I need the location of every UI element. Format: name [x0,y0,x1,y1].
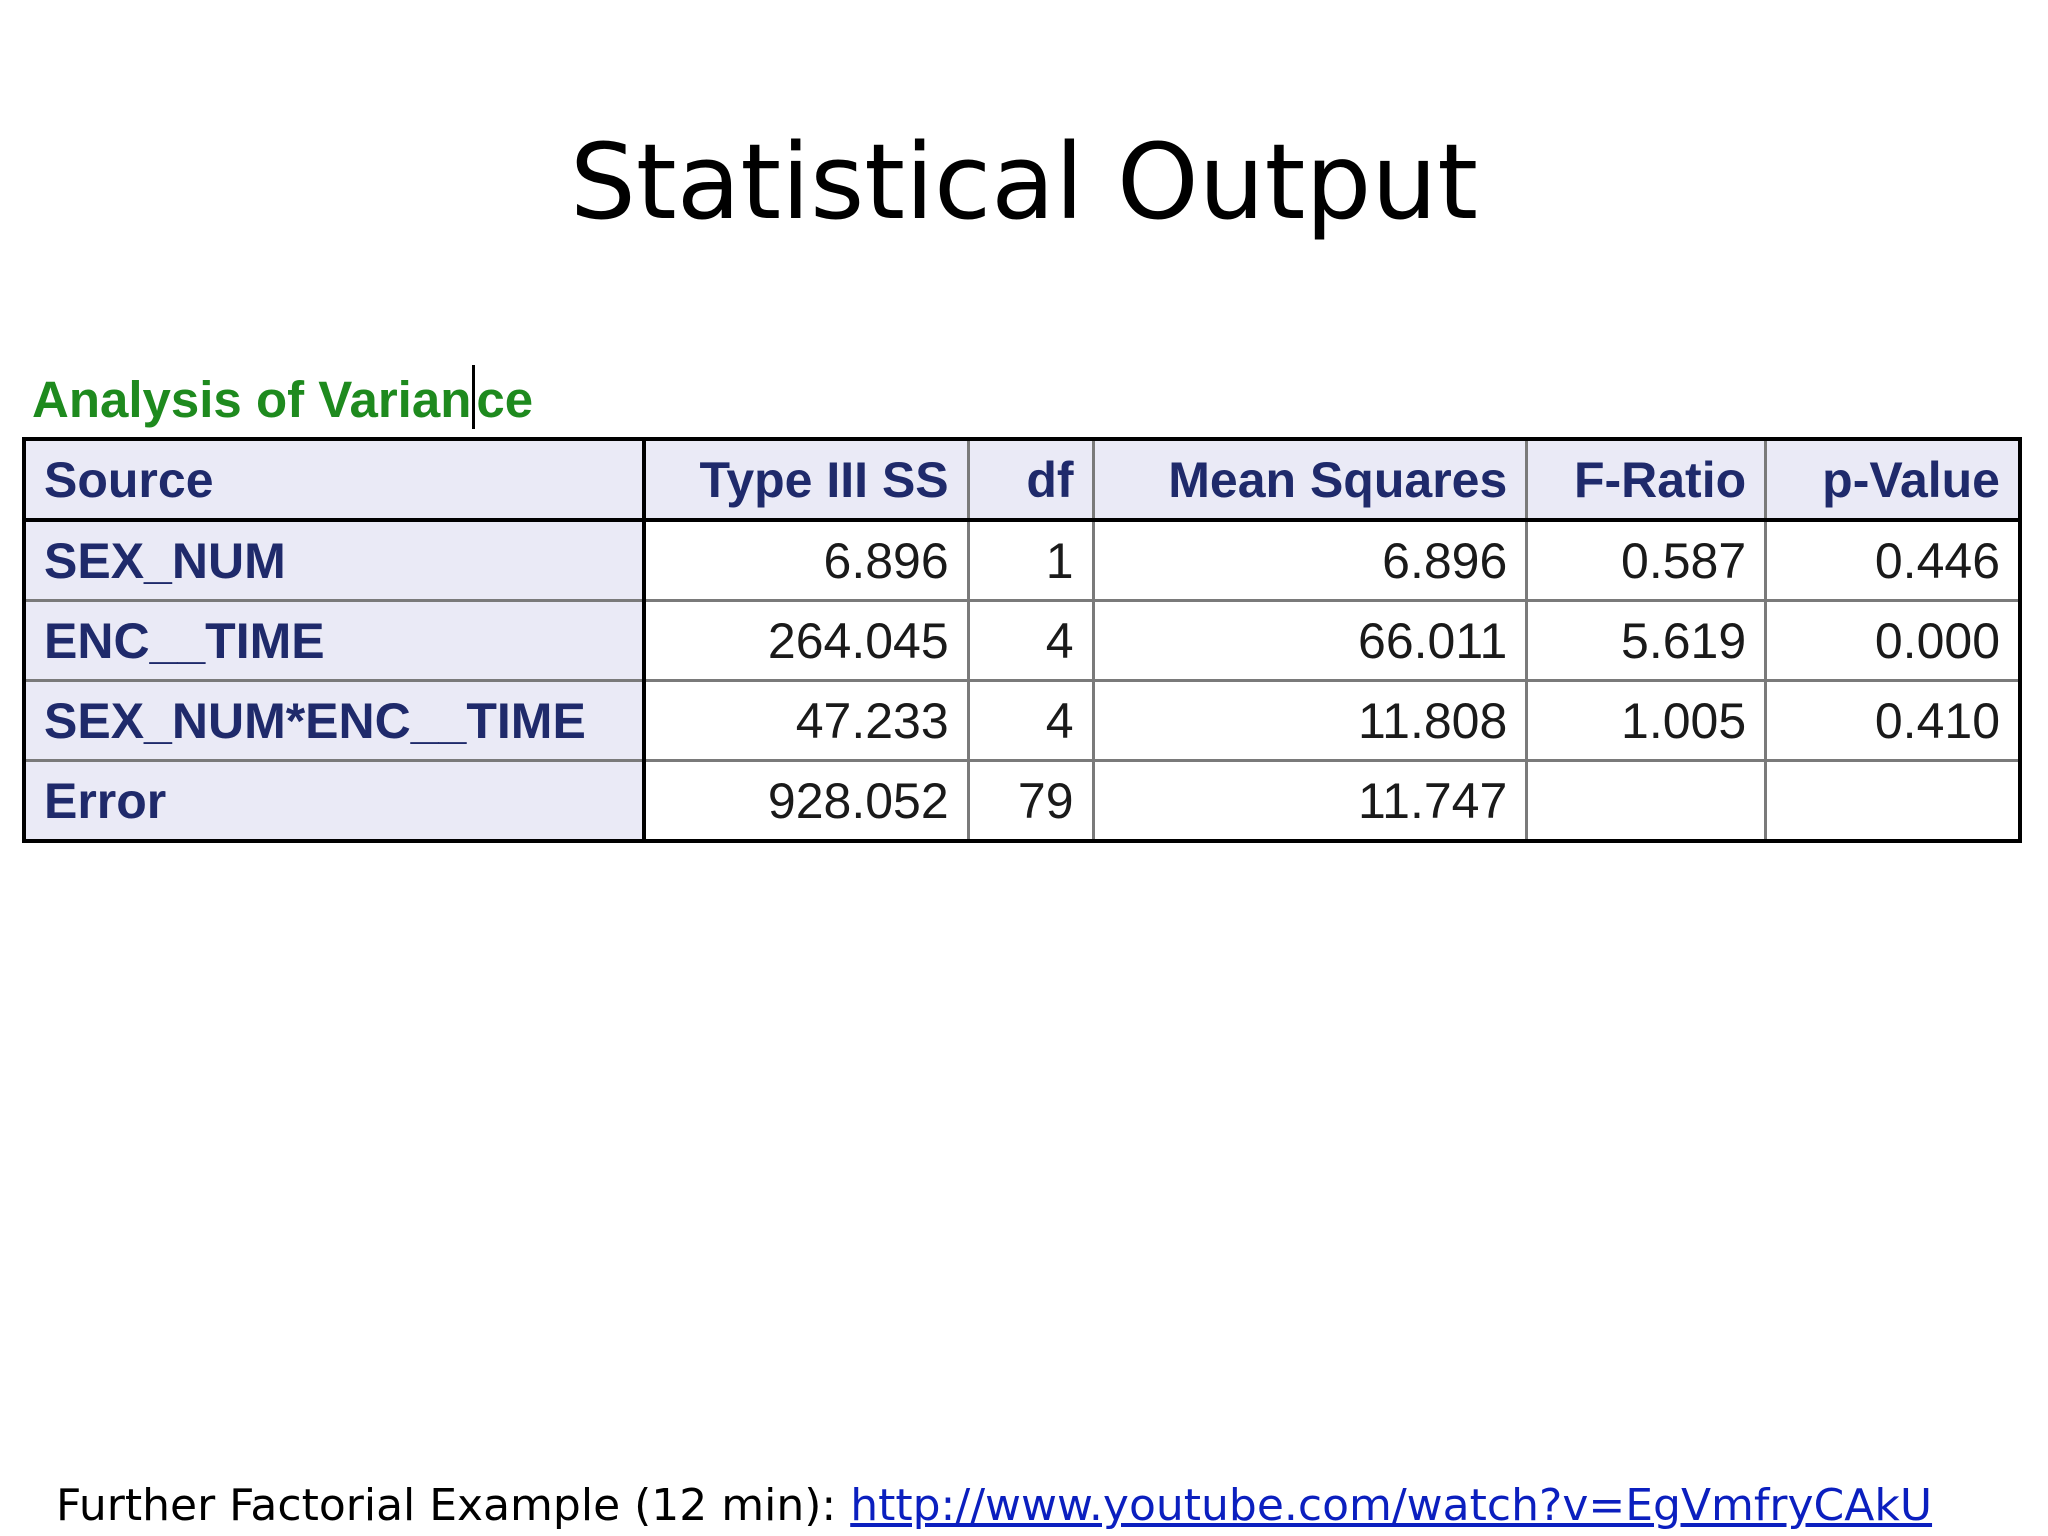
cell-f-ratio: 5.619 [1525,599,1768,682]
header-p-value: p-Value [1764,437,2022,522]
cell-source: Error [22,759,646,843]
cell-mean-squares: 11.808 [1091,679,1529,762]
cell-f-ratio: 1.005 [1525,679,1768,762]
cell-type-iii-ss: 264.045 [642,599,970,682]
cell-p-value: 0.000 [1764,599,2022,682]
cell-mean-squares: 66.011 [1091,599,1529,682]
slide-title: Statistical Output [569,121,1479,243]
cell-type-iii-ss: 47.233 [642,679,970,762]
cell-mean-squares: 11.747 [1091,759,1529,843]
cell-p-value: 0.410 [1764,679,2022,762]
table-header-row: Source Type III SS df Mean Squares F-Rat… [22,437,2022,522]
cell-df: 4 [966,679,1095,762]
cell-p-value [1764,759,2022,843]
header-df: df [966,437,1095,522]
cell-source: SEX_NUM*ENC__TIME [22,679,646,762]
cell-mean-squares: 6.896 [1091,518,1529,602]
cell-type-iii-ss: 928.052 [642,759,970,843]
text-cursor [472,365,476,429]
table-row: Error 928.052 79 11.747 [22,759,2022,843]
cell-p-value: 0.446 [1764,518,2022,602]
cell-f-ratio [1525,759,1768,843]
cell-source: ENC__TIME [22,599,646,682]
table-row: SEX_NUM 6.896 1 6.896 0.587 0.446 [22,518,2022,602]
header-type-iii-ss: Type III SS [642,437,970,522]
header-mean-squares: Mean Squares [1091,437,1529,522]
cell-df: 4 [966,599,1095,682]
cell-f-ratio: 0.587 [1525,518,1768,602]
caption-text-end: ce [476,371,534,428]
table-row: ENC__TIME 264.045 4 66.011 5.619 0.000 [22,599,2022,682]
cell-source: SEX_NUM [22,518,646,602]
header-source: Source [22,437,646,522]
cell-df: 79 [966,759,1095,843]
footer-note: Further Factorial Example (12 min): http… [56,1480,1932,1531]
cell-type-iii-ss: 6.896 [642,518,970,602]
cell-df: 1 [966,518,1095,602]
caption-text-start: Analysis of Varian [32,371,472,428]
youtube-link[interactable]: http://www.youtube.com/watch?v=EgVmfryCA… [850,1480,1933,1531]
header-f-ratio: F-Ratio [1525,437,1768,522]
table-row: SEX_NUM*ENC__TIME 47.233 4 11.808 1.005 … [22,679,2022,762]
anova-table: Source Type III SS df Mean Squares F-Rat… [22,437,2022,843]
footer-label: Further Factorial Example (12 min): [56,1480,851,1531]
anova-table-caption: Analysis of Variance [32,365,533,429]
